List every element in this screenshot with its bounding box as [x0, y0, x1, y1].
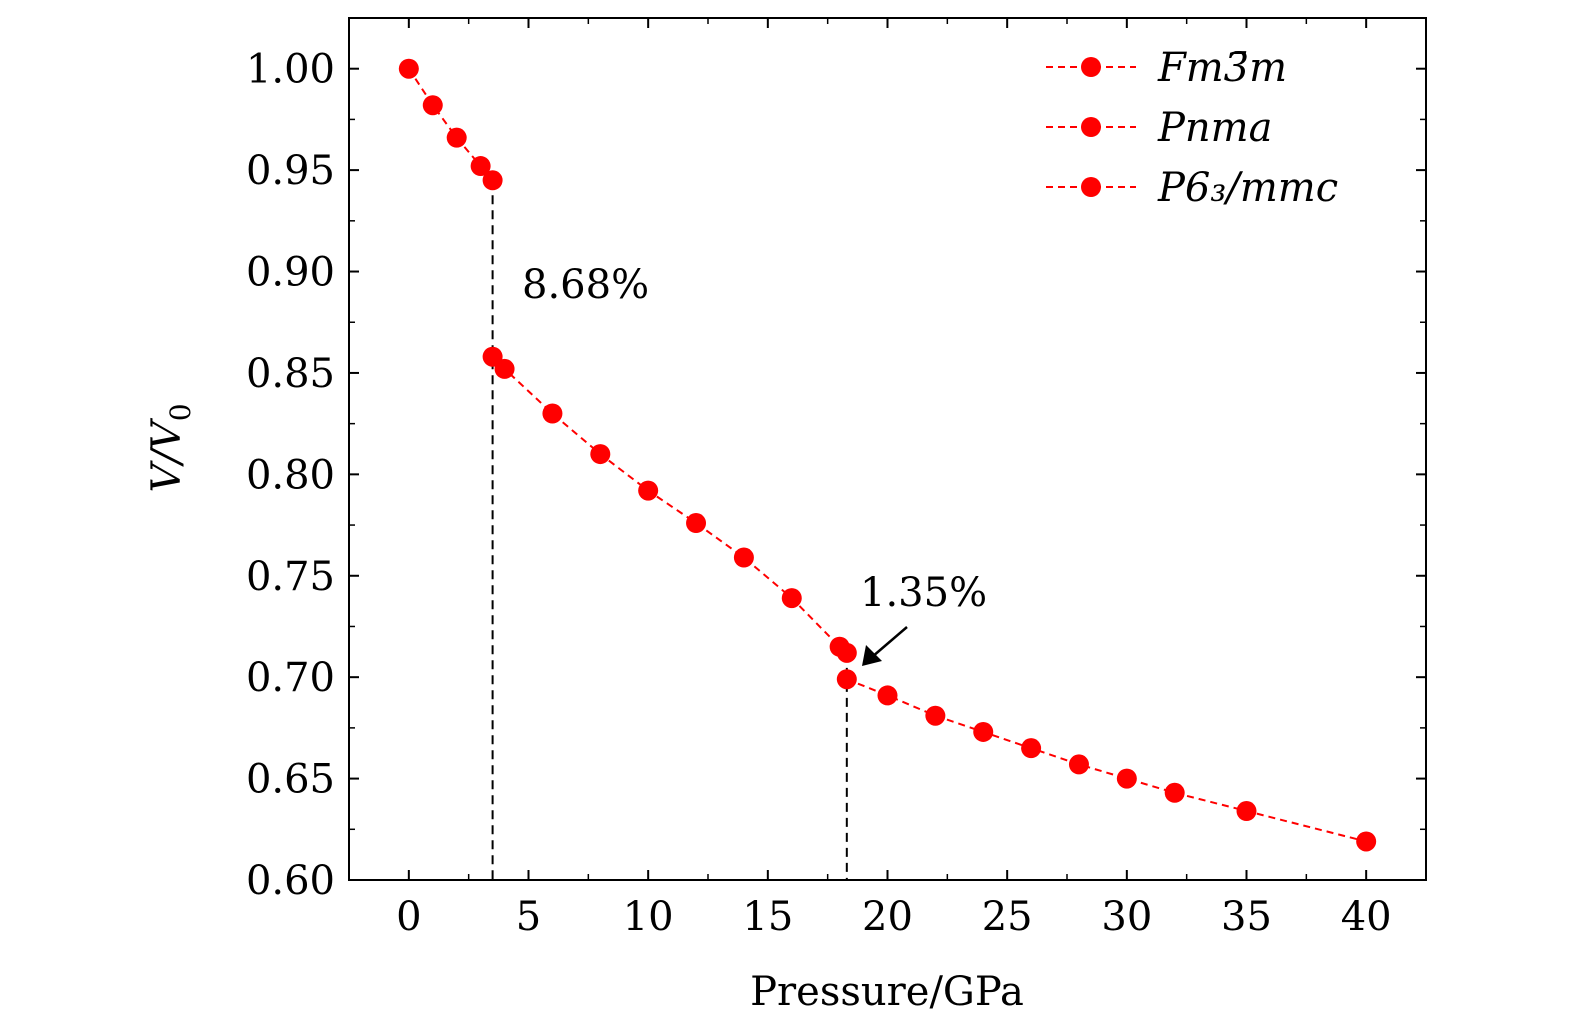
legend-marker-1	[1081, 57, 1101, 77]
x-tick-label: 10	[623, 894, 674, 940]
data-point-series-2	[494, 358, 515, 379]
y-tick-label: 0.95	[246, 148, 335, 194]
y-tick-label: 0.85	[246, 351, 335, 397]
transition-annotation-2: 1.35%	[860, 570, 987, 616]
x-tick-label: 5	[516, 894, 541, 940]
y-tick-label: 0.60	[246, 858, 335, 904]
data-point-series-2	[781, 588, 802, 609]
data-point-series-3	[1236, 801, 1257, 822]
y-tick-label: 0.65	[246, 757, 335, 803]
y-tick-label: 0.90	[246, 250, 335, 296]
data-point-series-2	[686, 513, 707, 534]
y-tick-label: 0.80	[246, 452, 335, 498]
x-axis-title: Pressure/GPa	[750, 969, 1024, 1015]
data-point-series-3	[836, 669, 857, 690]
data-point-series-2	[733, 547, 754, 568]
data-point-series-1	[422, 95, 443, 116]
x-tick-label: 20	[862, 894, 913, 940]
data-point-series-1	[398, 58, 419, 79]
y-tick-label: 0.70	[246, 655, 335, 701]
legend-label-3: P6₃/mmc	[1157, 165, 1338, 211]
data-point-series-1	[446, 127, 467, 148]
y-axis-title-main: V/V	[144, 417, 190, 492]
data-point-series-2	[638, 480, 659, 501]
x-tick-label: 30	[1101, 894, 1152, 940]
data-point-series-2	[542, 403, 563, 424]
data-point-series-1	[470, 156, 491, 177]
y-axis-title: V/V0	[144, 403, 197, 492]
annotation-arrow-head	[862, 645, 882, 666]
x-tick-label: 25	[982, 894, 1033, 940]
y-axis-title-subscript: 0	[164, 403, 197, 421]
data-point-series-3	[1356, 831, 1377, 852]
data-point-series-3	[1021, 738, 1042, 759]
data-point-series-3	[973, 721, 994, 742]
data-point-series-3	[925, 705, 946, 726]
series-line-2	[491, 355, 848, 654]
data-point-series-3	[877, 685, 898, 706]
x-tick-label: 35	[1221, 894, 1272, 940]
annotation-arrow-shaft	[871, 626, 908, 658]
data-point-series-3	[1116, 768, 1137, 789]
y-tick-label: 0.75	[246, 554, 335, 600]
series-line-3	[846, 678, 1367, 843]
x-tick-label: 0	[396, 894, 421, 940]
data-point-series-3	[1164, 782, 1185, 803]
data-point-series-3	[1068, 754, 1089, 775]
y-tick-label: 1.00	[246, 47, 335, 93]
transition-annotation-1: 8.68%	[522, 262, 649, 308]
data-point-series-2	[836, 642, 857, 663]
legend-label-2: Pnma	[1157, 105, 1272, 151]
legend-label-1: Fm3̄m	[1157, 45, 1287, 91]
legend-marker-3	[1081, 177, 1101, 197]
x-tick-label: 40	[1341, 894, 1392, 940]
data-point-series-1	[482, 170, 503, 191]
x-tick-label: 15	[742, 894, 793, 940]
data-point-series-2	[590, 444, 611, 465]
legend-marker-2	[1081, 117, 1101, 137]
